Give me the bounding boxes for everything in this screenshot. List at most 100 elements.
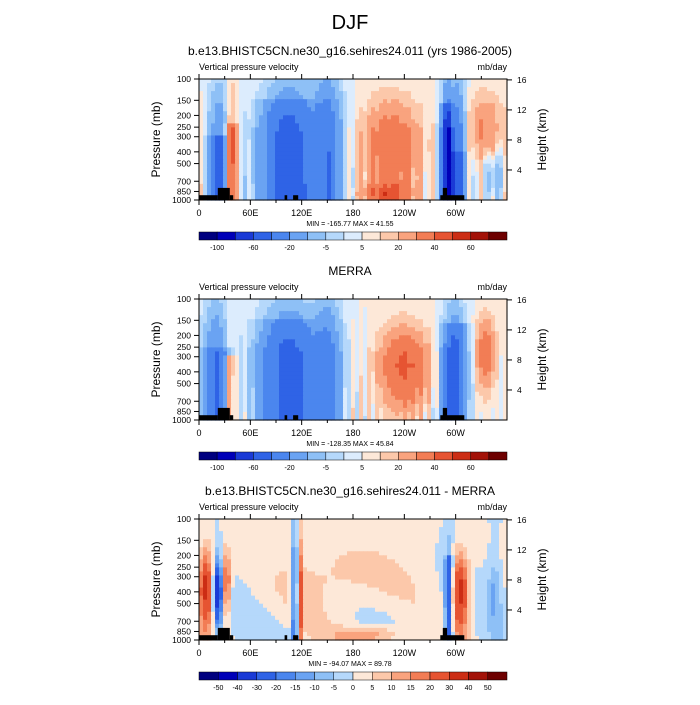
- field-cell: [351, 319, 356, 324]
- field-cell: [323, 299, 328, 304]
- field-cell: [431, 131, 436, 136]
- field-cell: [487, 115, 492, 120]
- field-cell: [303, 91, 308, 96]
- colorbar-box: [253, 232, 271, 240]
- field-cell: [487, 404, 492, 409]
- field-cell: [391, 119, 396, 124]
- field-cell: [227, 323, 232, 328]
- field-cell: [471, 99, 476, 104]
- field-cell: [231, 140, 236, 145]
- field-cell: [243, 319, 248, 324]
- field-cell: [263, 119, 268, 124]
- field-cell: [223, 131, 228, 136]
- field-cell: [299, 523, 304, 528]
- field-cell: [307, 140, 312, 145]
- field-cell: [471, 335, 476, 340]
- field-cell: [439, 307, 444, 312]
- field-cell: [475, 107, 480, 112]
- field-cell: [491, 396, 496, 401]
- field-cell: [247, 408, 252, 413]
- field-cell: [355, 107, 360, 112]
- field-cell: [447, 87, 452, 92]
- field-cell: [471, 91, 476, 96]
- field-cell: [419, 372, 424, 377]
- field-cell: [495, 79, 500, 84]
- field-cell: [435, 404, 440, 409]
- field-cell: [307, 115, 312, 120]
- field-cell: [255, 123, 260, 128]
- field-cell: [315, 148, 320, 153]
- field-cell: [243, 412, 248, 417]
- field-cell: [443, 152, 448, 157]
- field-cell: [203, 107, 208, 112]
- field-cell: [475, 384, 480, 389]
- field-cell: [291, 392, 296, 397]
- field-cell: [419, 164, 424, 169]
- field-cell: [447, 380, 452, 385]
- field-cell: [499, 111, 504, 116]
- field-cell: [483, 144, 488, 149]
- field-cell: [383, 168, 388, 173]
- field-cell: [315, 339, 320, 344]
- field-cell: [303, 360, 308, 365]
- field-cell: [291, 400, 296, 405]
- field-cell: [295, 99, 300, 104]
- field-cell: [439, 311, 444, 316]
- field-cell: [291, 315, 296, 320]
- field-cell: [251, 168, 256, 173]
- field-cell: [359, 135, 364, 140]
- field-cell: [263, 360, 268, 365]
- field-cell: [463, 172, 468, 177]
- field-cell: [379, 111, 384, 116]
- field-cell: [387, 156, 392, 161]
- field-cell: [255, 380, 260, 385]
- field-cell: [451, 396, 456, 401]
- field-cell: [399, 180, 404, 185]
- field-cell: [475, 523, 480, 528]
- field-cell: [383, 360, 388, 365]
- field-cell: [359, 79, 364, 84]
- field-cell: [251, 412, 256, 417]
- field-cell: [259, 192, 264, 197]
- field-cell: [471, 152, 476, 157]
- field-cell: [467, 392, 472, 397]
- field-cell: [311, 364, 316, 369]
- field-cell: [479, 339, 484, 344]
- field-cell: [303, 123, 308, 128]
- field-cell: [391, 335, 396, 340]
- field-cell: [231, 95, 236, 100]
- field-cell: [443, 131, 448, 136]
- field-cell: [455, 396, 460, 401]
- field-cell: [307, 156, 312, 161]
- field-cell: [319, 343, 324, 348]
- field-cell: [227, 144, 232, 149]
- field-cell: [211, 323, 216, 328]
- field-cell: [451, 392, 456, 397]
- field-cell: [395, 83, 400, 88]
- field-cell: [467, 523, 472, 528]
- field-cell: [367, 408, 372, 413]
- field-cell: [311, 523, 316, 528]
- field-cell: [307, 355, 312, 360]
- field-cell: [383, 408, 388, 413]
- field-cell: [439, 523, 444, 528]
- field-cell: [335, 119, 340, 124]
- field-cell: [411, 400, 416, 405]
- field-cell: [303, 176, 308, 181]
- field-cell: [431, 83, 436, 88]
- field-cell: [223, 311, 228, 316]
- field-cell: [403, 400, 408, 405]
- field-cell: [235, 91, 240, 96]
- field-cell: [203, 95, 208, 100]
- field-cell: [499, 331, 504, 336]
- field-cell: [339, 384, 344, 389]
- field-cell: [475, 95, 480, 100]
- field-cell: [403, 111, 408, 116]
- field-cell: [387, 360, 392, 365]
- field-cell: [431, 123, 436, 128]
- field-cell: [251, 152, 256, 157]
- field-cell: [267, 140, 272, 145]
- field-cell: [367, 299, 372, 304]
- field-cell: [263, 144, 268, 149]
- field-cell: [475, 339, 480, 344]
